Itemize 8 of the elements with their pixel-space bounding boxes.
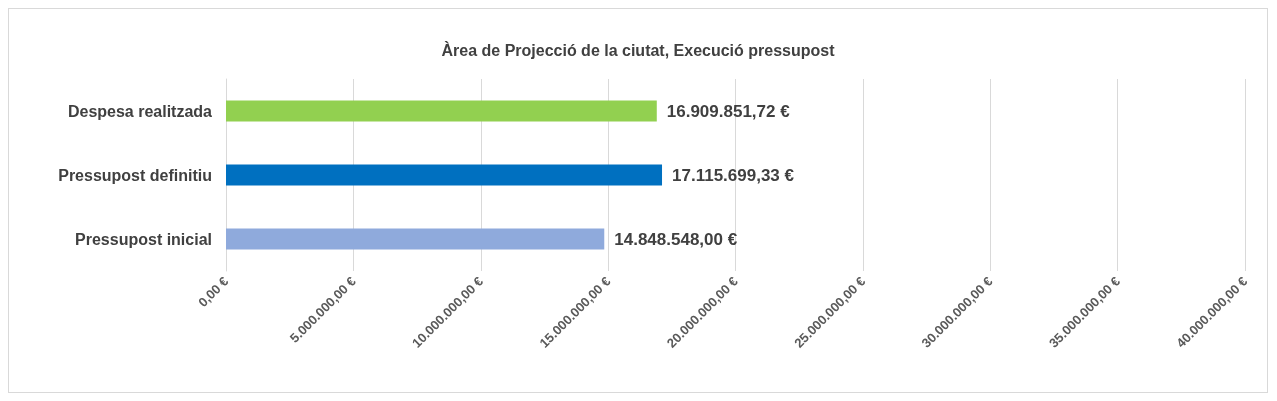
- y-tick-label: Despesa realitzada: [67, 102, 213, 120]
- y-tick-label: Pressupost inicial: [75, 230, 212, 248]
- data-label: 17.115.699,33 €: [672, 165, 795, 185]
- data-label: 16.909.851,72 €: [666, 101, 791, 121]
- data-label: 14.848.548,00 €: [614, 229, 738, 249]
- chart-title: Àrea de Projecció de la ciutat, Execució pressupost: [441, 40, 836, 59]
- y-tick-label: Pressupost definitiu: [58, 166, 212, 184]
- x-tick-label: 0,00 €: [195, 273, 232, 310]
